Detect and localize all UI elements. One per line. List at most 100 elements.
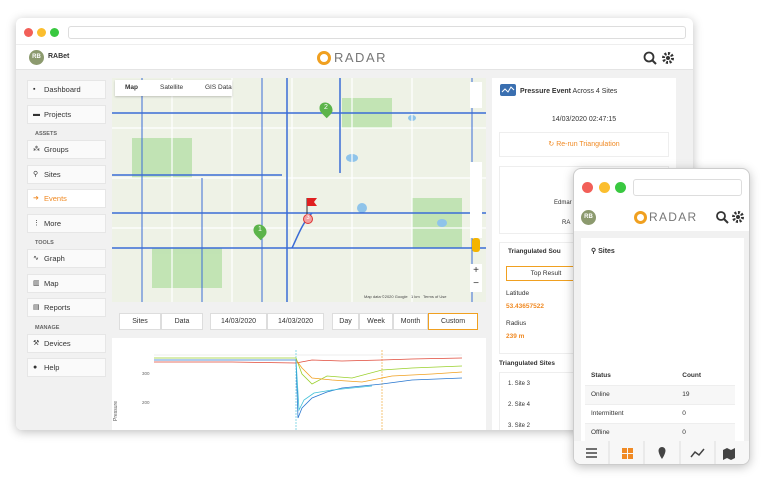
table-cell: 19 [676, 384, 735, 404]
filter-button[interactable]: Data [161, 313, 203, 330]
header-icons[interactable] [715, 210, 747, 226]
table-cell: 0 [676, 422, 735, 442]
field-value: 53.43657522 [506, 303, 544, 310]
nav-item[interactable]: ⋮ More [27, 213, 106, 233]
table-cell: Offline [585, 422, 677, 442]
event-time: 14/03/2020 02:47:15 [551, 116, 617, 123]
logo-icon [634, 211, 647, 224]
site-row[interactable]: 2. Site 4 [508, 402, 531, 408]
map-tab[interactable]: Map [125, 84, 138, 91]
pegman[interactable] [472, 238, 480, 252]
map-controls-top[interactable] [470, 82, 482, 108]
scale: 1 km [411, 294, 420, 299]
max-dot[interactable] [615, 182, 626, 193]
nav-label: More [44, 218, 62, 228]
table-row: Online 19 [585, 384, 735, 404]
close-dot[interactable] [24, 28, 33, 37]
map-tools[interactable] [470, 162, 482, 238]
table-row: Intermittent 0 [585, 403, 735, 423]
range-button[interactable]: Week [359, 313, 393, 330]
marker-label: 3 [306, 215, 310, 221]
sites-card: ⚲ Sites Status Count Online 19 Intermittent 0… [581, 238, 744, 442]
nav-label: Groups [44, 145, 69, 154]
header: RB RABet RADAR [16, 44, 693, 70]
nav-label: Map [44, 278, 59, 288]
section-title: Triangulated Sou [508, 248, 561, 255]
nav-item[interactable]: ▤ Reports [27, 298, 106, 317]
date-input[interactable]: 14/03/2020 [210, 313, 267, 330]
avatar[interactable]: RB [29, 50, 44, 65]
field-value: 239 m [506, 333, 525, 340]
donut-chart [617, 268, 709, 360]
range-button[interactable]: Month [393, 313, 428, 330]
nav-item[interactable]: ➜ Events [27, 189, 106, 208]
zoom-control[interactable]: + − [470, 264, 482, 292]
account-name[interactable]: RABet [48, 53, 70, 60]
toolbar: Sites Data 14/03/2020 14/03/2020 Day Wee… [112, 311, 486, 332]
min-dot[interactable] [37, 28, 46, 37]
nav-item[interactable]: ∿ Graph [27, 249, 106, 268]
status-table: Status Count Online 19 Intermittent 0 Offline 0 [585, 366, 735, 442]
section-label: ASSETS [35, 131, 58, 137]
date-input[interactable]: 14/03/2020 [267, 313, 324, 330]
tick-label: 200 [142, 400, 150, 405]
table-header: Status Count [585, 366, 735, 385]
site-row[interactable]: 1. Site 3 [508, 381, 531, 387]
graph: Pressure 300 200 [112, 338, 486, 430]
nav-item[interactable]: ▥ Map [27, 273, 106, 293]
avatar[interactable]: RB [581, 210, 596, 225]
close-dot[interactable] [582, 182, 593, 193]
range-button[interactable]: Custom [428, 313, 478, 330]
graph-lines [154, 350, 463, 430]
marker-label: 1 [258, 226, 262, 233]
clipped-text: Edmar [554, 200, 572, 206]
nav-item[interactable]: ⁂ Groups [27, 140, 106, 159]
table-cell: Intermittent [585, 403, 677, 423]
nav-label: Events [44, 194, 67, 203]
event-flag [306, 198, 317, 214]
range-button[interactable]: Day [332, 313, 359, 330]
logo-icon [317, 51, 331, 65]
nav-item[interactable]: ⚲ Sites [27, 164, 106, 184]
max-dot[interactable] [50, 28, 59, 37]
nav-label: Help [44, 363, 60, 372]
map-tab[interactable]: Satellite [160, 84, 184, 91]
bottom-nav[interactable] [574, 441, 750, 465]
nav-icon: ⚲ [33, 170, 39, 178]
logo: RADAR [334, 50, 388, 65]
min-dot[interactable] [599, 182, 610, 193]
logo: RADAR [649, 210, 698, 224]
nav-item[interactable]: ▬ Projects [27, 104, 106, 124]
map-roads [112, 78, 486, 302]
nav-label: Devices [44, 338, 71, 348]
table-cell: Online [585, 384, 677, 404]
terms[interactable]: Terms of Use [422, 294, 447, 299]
map-tab[interactable]: GIS Data [205, 84, 232, 91]
button-label: Re-run Triangulation [556, 141, 620, 148]
field-label: Radius [506, 320, 527, 327]
address-bar[interactable] [633, 179, 742, 196]
nav-icon: ▬ [33, 110, 40, 118]
site-row[interactable]: 3. Site 2 [508, 423, 531, 429]
sites-title: Triangulated Sites [499, 360, 555, 367]
retriangulate-button[interactable]: ↻ Re-run Triangulation [499, 132, 669, 157]
header-icons[interactable] [642, 50, 682, 66]
nav-item[interactable]: ● Help [27, 358, 106, 377]
header-cell: Status [591, 371, 611, 379]
marker[interactable] [303, 214, 313, 224]
nav-icon: ⚒ [33, 339, 40, 347]
nav-icon: ⁂ [33, 146, 40, 153]
clipped-text: RA [562, 220, 571, 226]
map-tabs: Map Satellite GIS Data [115, 80, 232, 96]
nav-icon: ▪ [33, 86, 36, 93]
map[interactable]: Map Satellite GIS Data 2 1 3 Map data ©2… [112, 78, 486, 302]
nav-item[interactable]: ▪ Dashboard [27, 80, 106, 99]
address-bar[interactable] [68, 26, 686, 39]
table-cell: 0 [676, 403, 735, 423]
attribution-text: Map data ©2020 Google [364, 294, 408, 299]
nav-icon: ● [33, 364, 38, 371]
filter-button[interactable]: Sites [119, 313, 161, 330]
nav-label: Dashboard [44, 85, 81, 94]
nav-item[interactable]: ⚒ Devices [27, 333, 106, 353]
event-subtitle: Across 4 Sites [572, 88, 618, 95]
